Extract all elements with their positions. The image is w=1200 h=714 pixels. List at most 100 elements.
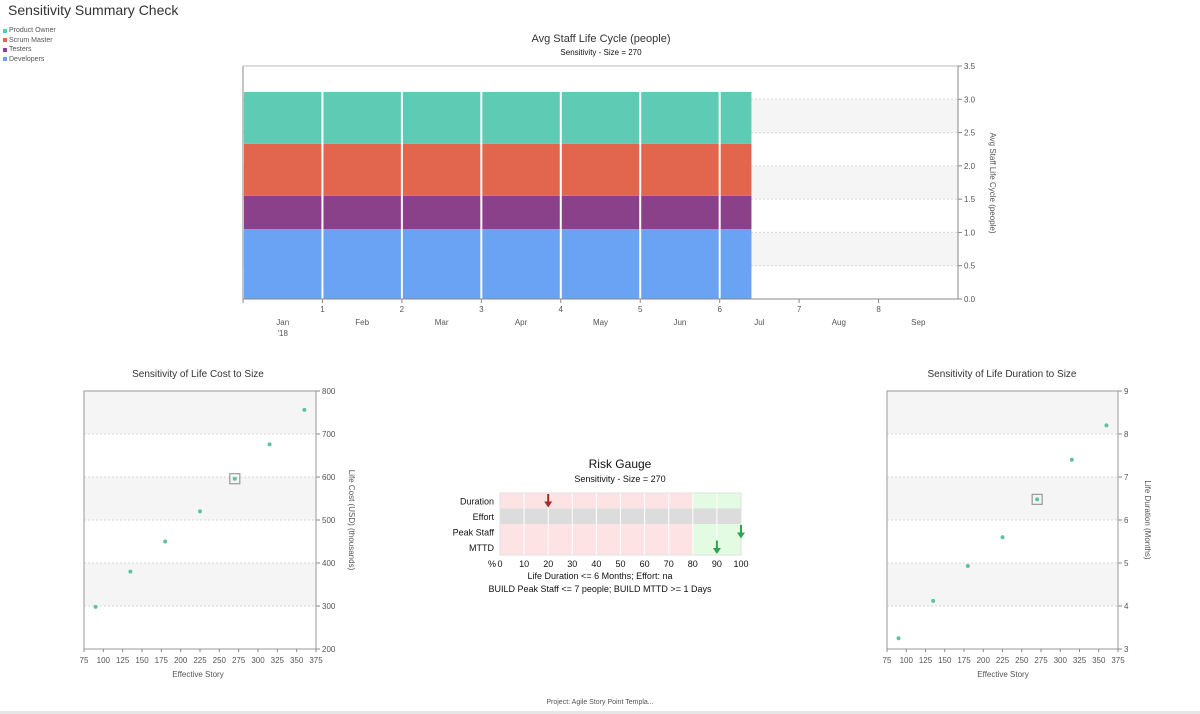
x-tick-label: 300: [251, 656, 265, 665]
x-period-label: 3: [479, 305, 484, 314]
y-tick-label: 1.0: [964, 228, 976, 237]
gauge-tick-label: 0: [497, 559, 502, 569]
gauge-tick-label: 10: [519, 559, 529, 569]
grid-band: [84, 391, 316, 434]
gauge-marker-arrow: [712, 548, 721, 554]
x-tick-label: 275: [232, 656, 246, 665]
page-title: Sensitivity Summary Check: [8, 2, 179, 18]
legend-item-developers: Developers: [3, 55, 56, 65]
legend-swatch: [3, 28, 7, 33]
gauge-tick-label: 60: [640, 559, 650, 569]
scatter-point: [1104, 423, 1109, 428]
footer-project: Project: Agile Story Point Templa...: [546, 699, 654, 706]
x-month-label: Feb: [355, 318, 369, 327]
scatter-point: [128, 569, 133, 574]
y-tick-label: 400: [322, 559, 336, 568]
x-tick-label: 350: [1092, 656, 1106, 665]
x-period-label: 5: [638, 305, 643, 314]
y-tick-label: 600: [322, 473, 336, 482]
y-tick-label: 800: [322, 387, 336, 396]
x-tick-label: 125: [919, 656, 933, 665]
gauge-tick-label: 90: [712, 559, 722, 569]
grid-band: [887, 563, 1118, 606]
legend-swatch: [3, 47, 7, 52]
avg-staff-chart: Avg Staff Life Cycle (people) Sensitivit…: [242, 33, 997, 338]
gauge-percent-label: %: [488, 559, 496, 569]
x-period-label: 1: [320, 305, 325, 314]
x-tick-label: 300: [1054, 656, 1068, 665]
x-year-label: '18: [278, 329, 289, 338]
gauge-frame: [499, 492, 742, 556]
y-tick-label: 7: [1124, 473, 1129, 482]
gauge-tick-label: 20: [543, 559, 553, 569]
x-tick-label: 225: [996, 656, 1010, 665]
x-tick-label: 150: [938, 656, 952, 665]
gauge-tick-label: 70: [664, 559, 674, 569]
gauge-tick-label: 100: [733, 559, 748, 569]
scatter-point: [965, 564, 970, 569]
y-tick-label: 5: [1124, 559, 1129, 568]
gauge-tick-label: 80: [688, 559, 698, 569]
x-month-label: Jun: [673, 318, 686, 327]
gauge-subtitle: Sensitivity - Size = 270: [574, 474, 665, 484]
x-period-label: 2: [400, 305, 405, 314]
scatter-point: [1000, 535, 1005, 540]
gauge-row-label: Effort: [473, 512, 495, 522]
x-tick-label: 325: [271, 656, 285, 665]
x-axis-label: Effective Story: [977, 670, 1028, 679]
y-tick-label: 1.5: [964, 195, 976, 204]
chart-title: Avg Staff Life Cycle (people): [531, 33, 670, 45]
x-tick-label: 250: [213, 656, 227, 665]
gauge-row-label: Peak Staff: [453, 528, 495, 538]
scatter-point: [302, 407, 307, 412]
x-tick-label: 275: [1034, 656, 1048, 665]
gauge-row-label: Duration: [460, 497, 494, 507]
scatter-point: [267, 442, 272, 447]
chart-subtitle: Sensitivity - Size = 270: [560, 48, 642, 57]
footer-divider: [0, 711, 1200, 714]
grid-band: [887, 391, 1118, 434]
grid-band: [887, 477, 1118, 520]
scatter-point: [93, 604, 98, 609]
area-band-testers: [244, 195, 752, 230]
scatter-point: [931, 598, 936, 603]
x-period-label: 8: [876, 305, 881, 314]
x-month-label: May: [593, 318, 608, 327]
x-axis-label: Effective Story: [172, 670, 223, 679]
legend-label: Product Owner: [9, 27, 56, 34]
legend-swatch: [3, 57, 7, 62]
chart-title: Sensitivity of Life Cost to Size: [132, 369, 264, 380]
scatter-point: [1069, 457, 1074, 462]
x-tick-label: 200: [174, 656, 188, 665]
legend-swatch: [3, 38, 7, 43]
legend-item-testers: Testers: [3, 45, 56, 55]
y-axis-label: Life Cost (USD) (thousands): [347, 470, 356, 571]
legend-label: Developers: [9, 55, 45, 63]
y-axis-label-rotated: Life Duration (Months): [1143, 480, 1152, 559]
x-month-label: Apr: [515, 318, 528, 327]
x-tick-label: 325: [1073, 656, 1087, 665]
x-tick-label: 100: [97, 656, 111, 665]
x-tick-label: 200: [977, 656, 991, 665]
y-tick-label: 2.5: [964, 129, 976, 138]
x-month-label: Aug: [832, 318, 846, 327]
x-tick-label: 175: [957, 656, 971, 665]
scatter-point: [198, 509, 202, 514]
x-tick-label: 375: [1111, 656, 1125, 665]
x-tick-label: 125: [116, 656, 130, 665]
x-tick-label: 75: [883, 656, 892, 665]
y-tick-label: 8: [1124, 430, 1129, 439]
risk-gauge: Risk Gauge Sensitivity - Size = 270 Dura…: [453, 457, 749, 594]
y-tick-label: 2.0: [964, 162, 976, 171]
x-month-label: Jan: [276, 318, 289, 327]
x-tick-label: 75: [80, 656, 89, 665]
y-axis-label: Avg Staff Life Cycle (people): [988, 132, 997, 233]
gauge-row-label: MTTD: [469, 543, 494, 553]
gauge-tick-label: 50: [615, 559, 625, 569]
grid-band: [84, 563, 316, 606]
y-tick-label: 3: [1124, 645, 1129, 654]
gauge-title: Risk Gauge: [589, 457, 652, 471]
x-tick-label: 250: [1015, 656, 1029, 665]
y-tick-label: 300: [322, 602, 336, 611]
area-band-scrum-master: [244, 143, 752, 196]
